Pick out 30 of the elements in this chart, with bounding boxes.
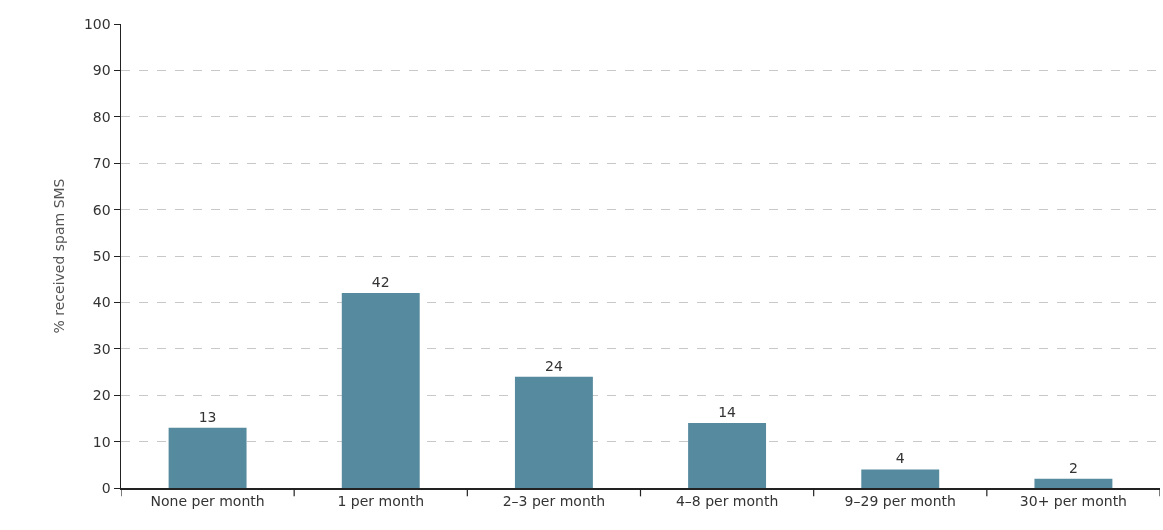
bar [861, 469, 940, 488]
y-tick-label: 60 [92, 201, 111, 218]
y-tick-label: 30 [92, 340, 111, 357]
y-tick-label: 40 [92, 294, 111, 311]
y-tick-label: 100 [83, 15, 111, 32]
x-tick-label: 2–3 per month [502, 493, 606, 510]
y-tick-label: 70 [92, 155, 111, 172]
x-tick-label: 9–29 per month [844, 493, 956, 510]
y-tick-label: 80 [92, 108, 111, 125]
y-tick-label: 20 [92, 387, 111, 404]
bar [1034, 478, 1113, 488]
data-label: 13 [198, 408, 217, 425]
bar [514, 376, 593, 488]
y-axis-title: % received spam SMS [50, 178, 67, 334]
y-tick-label: 0 [101, 479, 111, 496]
bar [341, 293, 420, 488]
data-label: 42 [371, 274, 390, 291]
y-tick-label: 90 [92, 62, 111, 79]
data-label: 4 [895, 450, 905, 467]
x-tick-label: 1 per month [337, 493, 425, 510]
x-tick-label: 4–8 per month [675, 493, 779, 510]
data-label: 14 [718, 404, 737, 421]
data-label: 2 [1068, 459, 1078, 476]
bar [688, 423, 767, 488]
x-tick-label: None per month [150, 493, 265, 510]
bar [168, 427, 247, 488]
y-tick-label: 10 [92, 433, 111, 450]
y-tick-label: 50 [92, 247, 111, 264]
x-tick-label: 30+ per month [1019, 493, 1127, 510]
data-label: 24 [544, 357, 563, 374]
